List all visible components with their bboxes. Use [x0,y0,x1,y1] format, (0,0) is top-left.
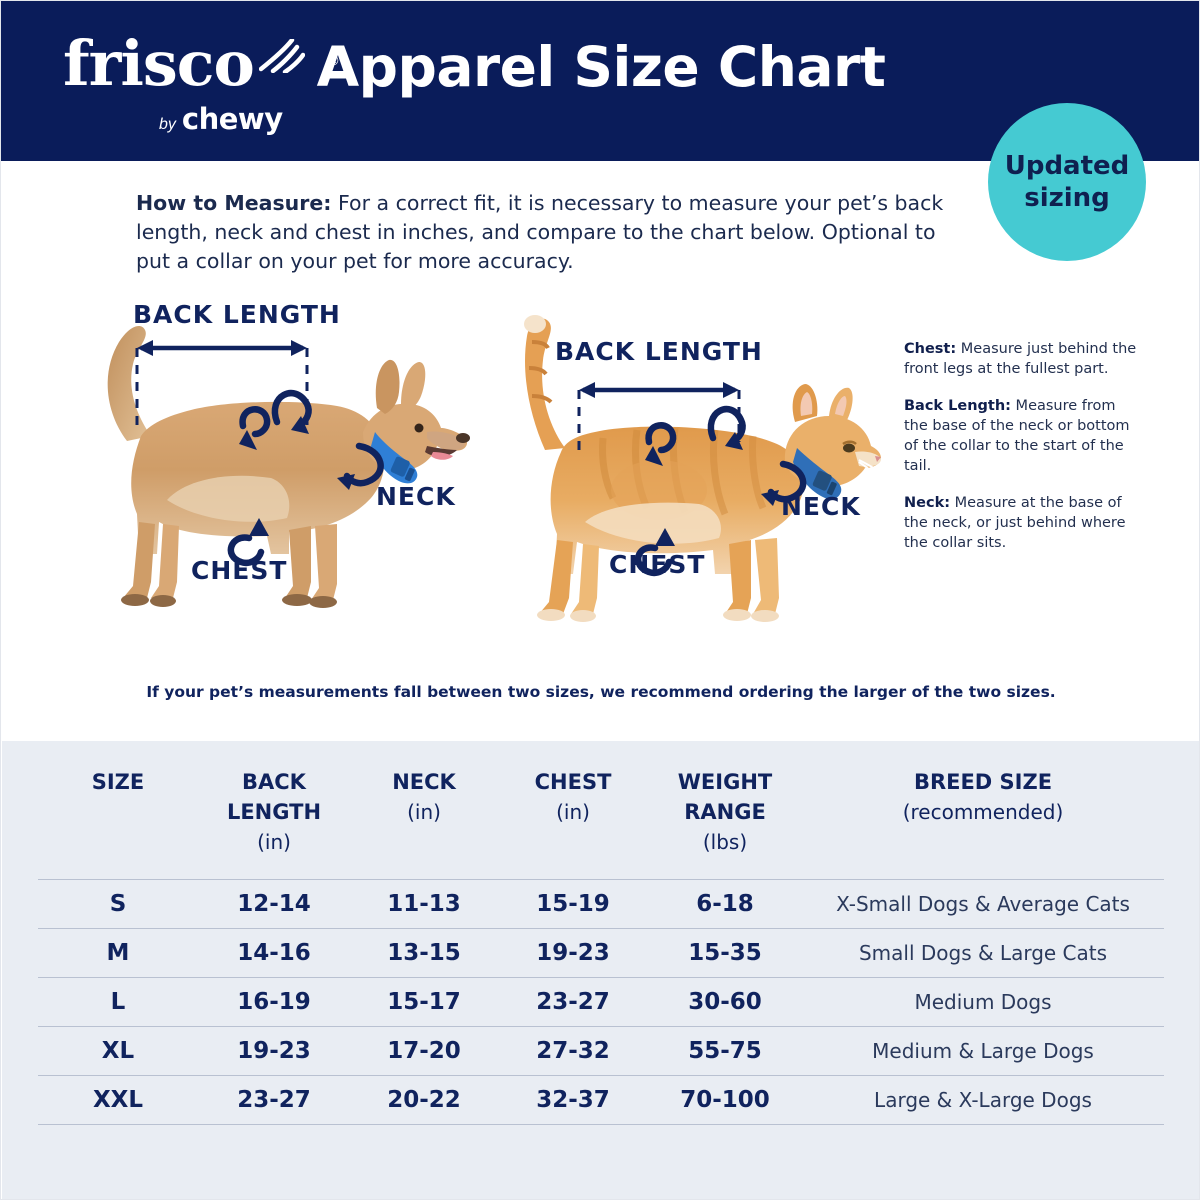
cell-neck: 11-13 [387,891,461,917]
cell-size: XL [101,1038,135,1064]
cell-weight: 55-75 [688,1038,762,1064]
size-chart-table: SIZE BACK LENGTH (in) NECK (in) CHEST (i… [38,741,1164,1125]
badge-line-1: Updated [1004,151,1130,181]
definition-chest: Chest: Measure just behind the front leg… [904,339,1139,379]
cell-size: M [106,940,130,966]
cat-measurement-illustration [524,315,888,622]
cat-chest-label: CHEST [609,550,706,579]
frisco-logo: frisco ® by chewy [63,33,340,134]
cat-neck-label: NECK [781,492,861,521]
definition-back-length: Back Length: Measure from the base of th… [904,396,1139,476]
cell-neck: 15-17 [387,989,461,1015]
table-body: S 12-14 11-13 15-19 6-18 X-Small Dogs & … [38,879,1164,1125]
column-header-chest-unit: (in) [556,800,590,824]
cell-neck: 20-22 [387,1087,461,1113]
cell-neck: 17-20 [387,1038,461,1064]
dog-neck-label: NECK [376,482,456,511]
cell-weight: 6-18 [696,891,754,917]
how-to-measure-lead: How to Measure: [136,191,332,215]
registered-trademark-icon: ® [327,54,340,69]
column-header-breed-size-label: BREED SIZE [913,770,1053,794]
how-to-measure-body: For a correct fit, it is necessary to me… [136,191,944,273]
size-table-section: SIZE BACK LENGTH (in) NECK (in) CHEST (i… [2,741,1199,1199]
column-header-breed-size-note: (recommended) [902,800,1064,824]
table-row: L 16-19 15-17 23-27 30-60 Medium Dogs [38,977,1164,1027]
column-header-breed-size: BREED SIZE (recommended) [802,741,1164,880]
cell-chest: 27-32 [536,1038,610,1064]
dog-measurement-illustration [107,326,470,608]
definition-chest-term: Chest: [904,341,957,357]
column-header-weight-range-label: WEIGHT RANGE [677,770,773,824]
column-header-chest-label: CHEST [534,770,612,794]
definition-neck: Neck: Measure at the base of the neck, o… [904,493,1139,553]
between-sizes-note: If your pet’s measurements fall between … [146,683,1056,701]
cell-chest: 23-27 [536,989,610,1015]
column-header-neck-label: NECK [392,770,456,794]
cell-weight: 15-35 [688,940,762,966]
cell-size: S [109,891,127,917]
cell-back-length: 23-27 [237,1087,311,1113]
logo-wordmark: frisco ® [63,33,340,95]
column-header-weight-range-unit: (lbs) [702,830,748,854]
cell-back-length: 16-19 [237,989,311,1015]
table-row: S 12-14 11-13 15-19 6-18 X-Small Dogs & … [38,879,1164,929]
column-header-chest: CHEST (in) [498,741,648,880]
cell-chest: 15-19 [536,891,610,917]
cat-back-length-label: BACK LENGTH [555,337,763,366]
logo-by-text: by [159,116,176,133]
badge-line-2: sizing [1024,183,1110,213]
cell-breed: Small Dogs & Large Cats [858,941,1108,965]
cell-weight: 30-60 [688,989,762,1015]
cell-size: L [110,989,126,1015]
table-row: XL 19-23 17-20 27-32 55-75 Medium & Larg… [38,1026,1164,1076]
how-to-measure-paragraph: How to Measure: For a correct fit, it is… [136,189,956,276]
measurement-illustrations: BACK LENGTH NECK CHEST [1,286,1199,646]
column-header-size: SIZE [38,741,198,880]
dog-chest-label: CHEST [191,556,288,585]
definition-back-length-term: Back Length: [904,398,1011,414]
definition-chest-text: Measure just behind the front legs at th… [904,341,1137,377]
table-row: XXL 23-27 20-22 32-37 70-100 Large & X-L… [38,1075,1164,1125]
logo-chewy-text: chewy [181,102,283,136]
column-header-neck: NECK (in) [350,741,498,880]
page-header: frisco ® by chewy Apparel Size Chart [1,1,1199,161]
definition-neck-text: Measure at the base of the neck, or just… [904,495,1126,551]
definition-back-length-text: Measure from the base of the neck or bot… [904,398,1130,474]
cell-chest: 32-37 [536,1087,610,1113]
cell-breed: Large & X-Large Dogs [874,1088,1092,1112]
cell-back-length: 19-23 [237,1038,311,1064]
logo-sublabel: by chewy [159,105,283,134]
cell-back-length: 12-14 [237,891,311,917]
logo-wordmark-text: frisco [63,27,255,100]
table-header-row: SIZE BACK LENGTH (in) NECK (in) CHEST (i… [38,741,1164,880]
cell-breed: Medium Dogs [914,990,1052,1014]
logo-swoosh-icon [259,39,305,73]
table-row: M 14-16 13-15 19-23 15-35 Small Dogs & L… [38,928,1164,978]
cell-neck: 13-15 [387,940,461,966]
cell-back-length: 14-16 [237,940,311,966]
dog-back-length-label: BACK LENGTH [133,300,341,329]
table-head: SIZE BACK LENGTH (in) NECK (in) CHEST (i… [38,741,1164,880]
cell-chest: 19-23 [536,940,610,966]
definition-neck-term: Neck: [904,495,951,511]
column-header-back-length-label: BACK LENGTH [226,770,322,824]
measurement-definitions: Chest: Measure just behind the front leg… [904,339,1139,553]
cell-weight: 70-100 [680,1087,770,1113]
updated-sizing-badge: Updated sizing [988,103,1146,261]
column-header-weight-range: WEIGHT RANGE (lbs) [648,741,802,880]
page-title: Apparel Size Chart [316,35,886,99]
cell-size: XXL [92,1087,144,1113]
column-header-size-label: SIZE [91,770,145,794]
cell-breed: Medium & Large Dogs [872,1039,1094,1063]
cell-breed: X-Small Dogs & Average Cats [836,892,1130,916]
column-header-neck-unit: (in) [407,800,441,824]
column-header-back-length: BACK LENGTH (in) [198,741,350,880]
column-header-back-length-unit: (in) [257,830,291,854]
